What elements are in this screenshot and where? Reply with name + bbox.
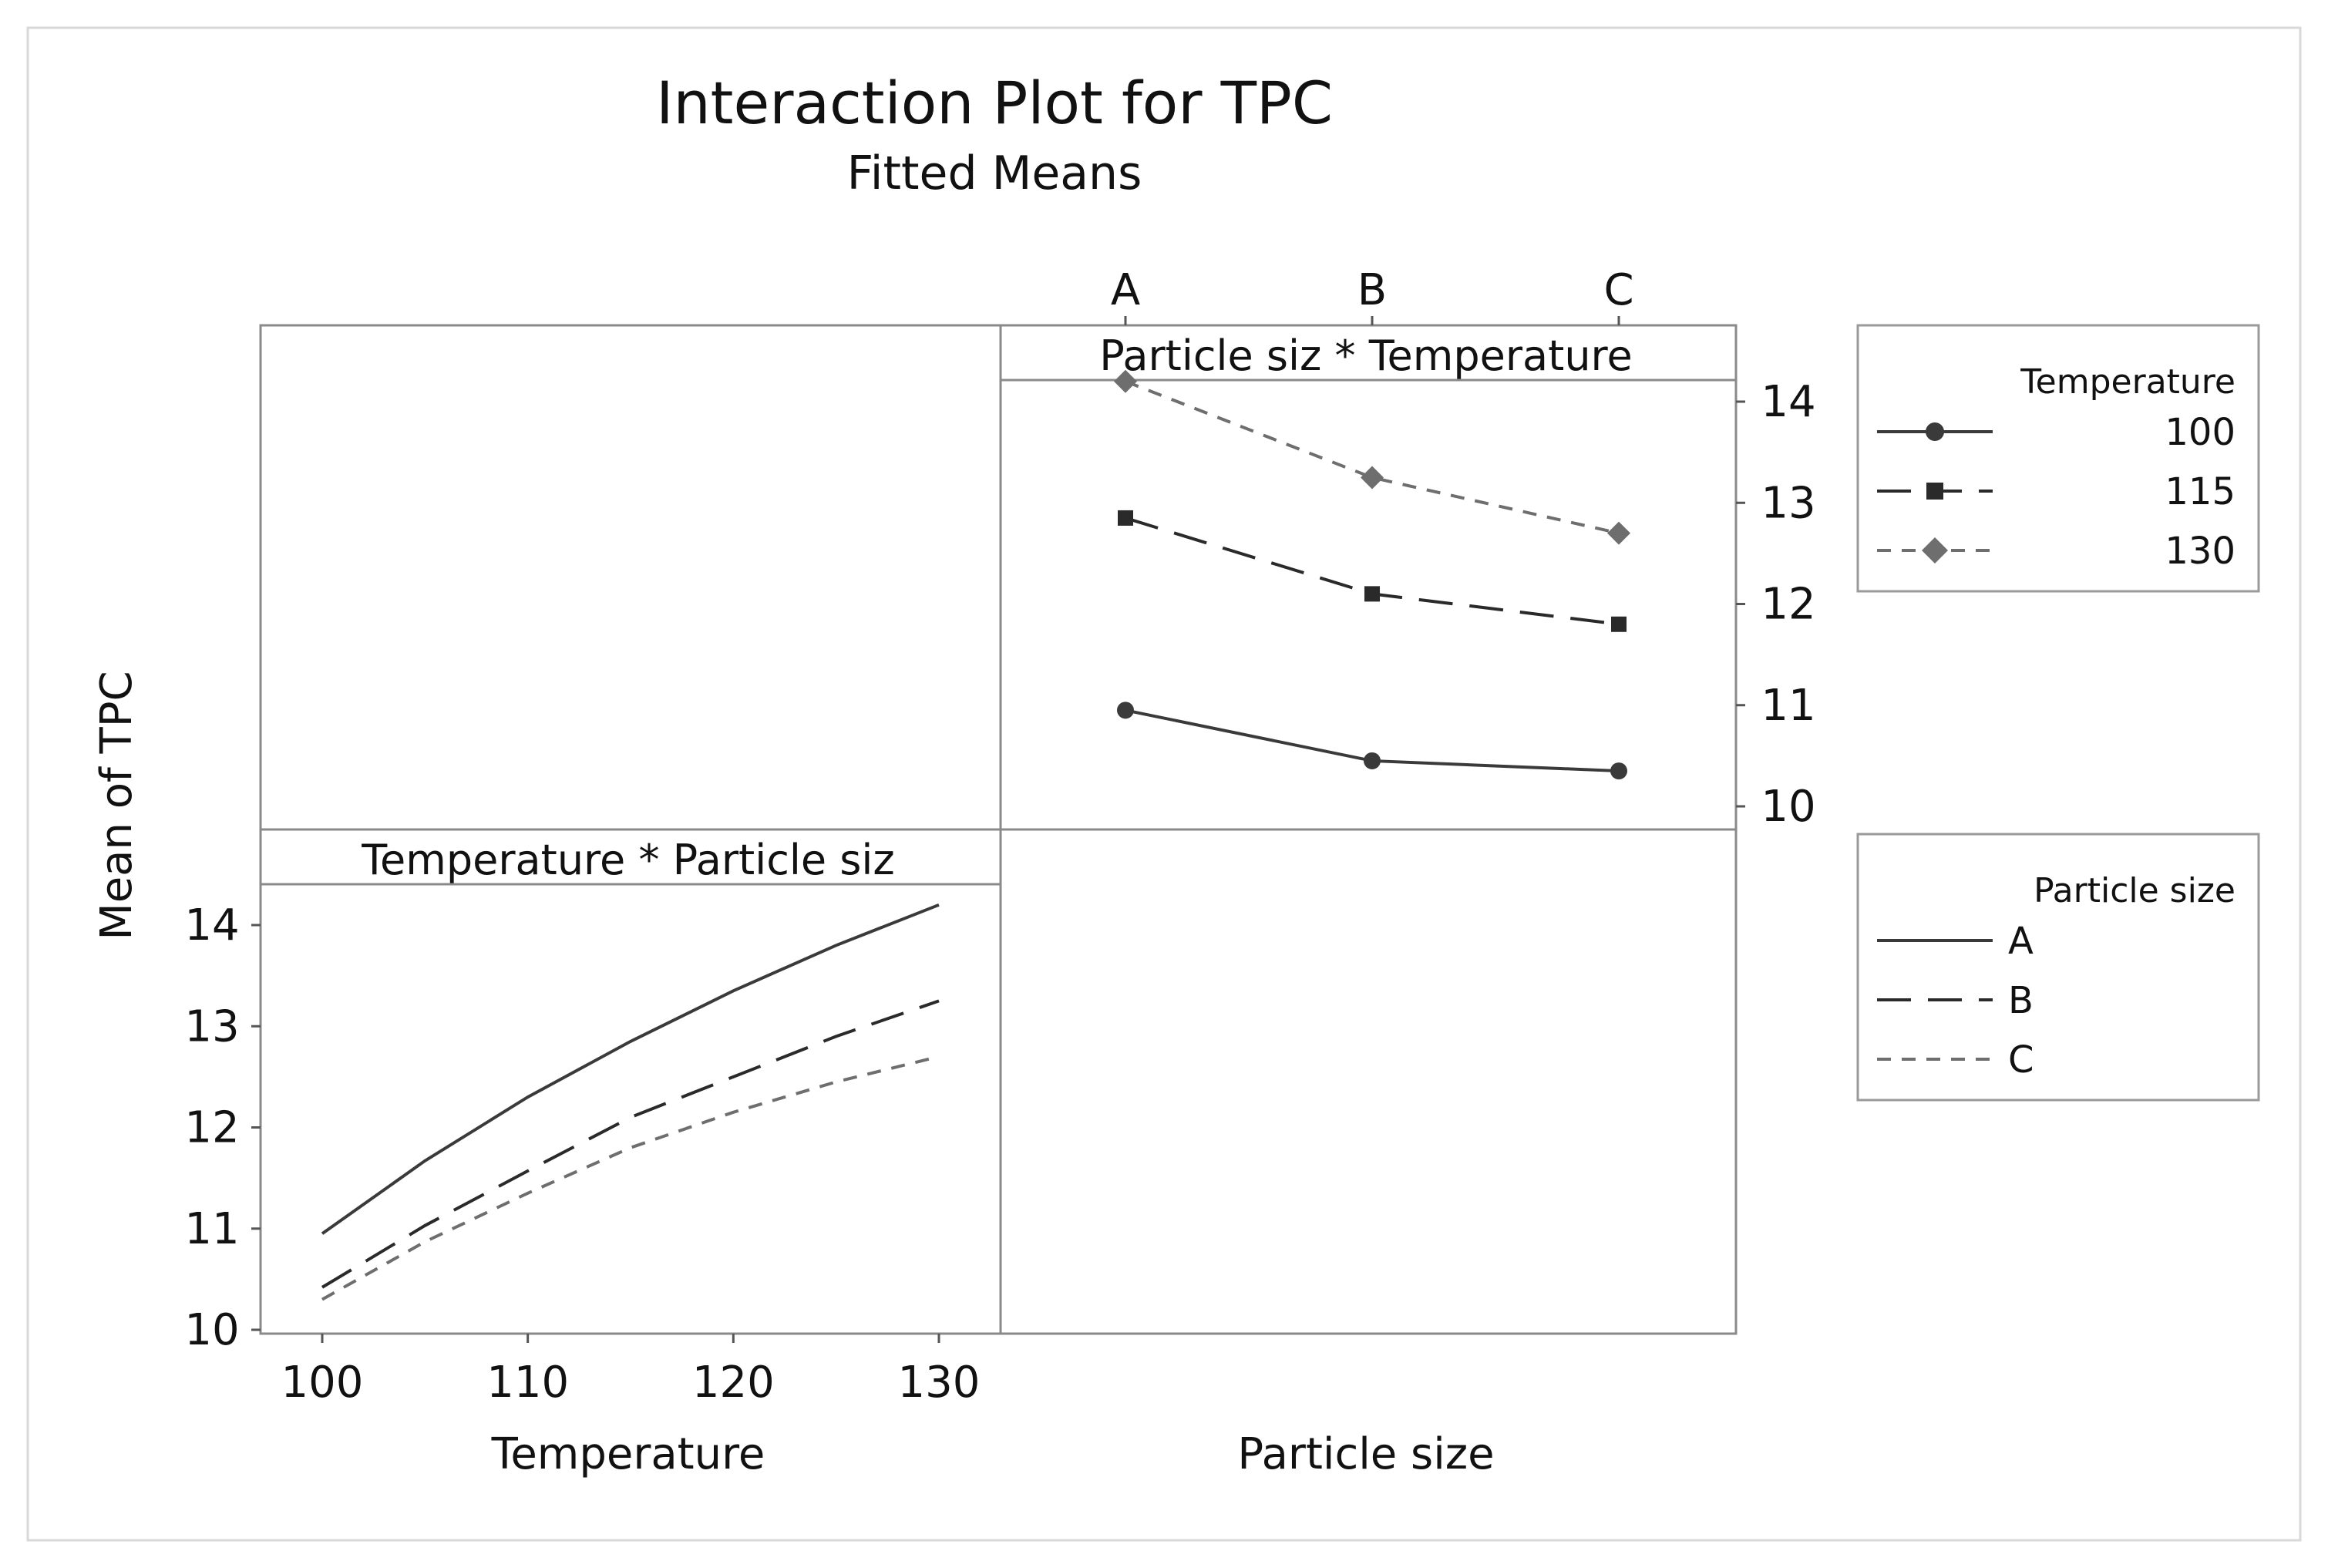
legend-label-temperature-100: 100 bbox=[2165, 411, 2235, 454]
legend-label-particle-size-c: C bbox=[2008, 1038, 2034, 1082]
point-temperature-115-a bbox=[1118, 510, 1133, 526]
point-temperature-115-b bbox=[1364, 586, 1380, 602]
x-tick-label-c: C bbox=[1603, 265, 1633, 315]
panel-title-temperature-by-particle: Temperature * Particle siz bbox=[361, 836, 895, 884]
legend-marker-temperature-130 bbox=[1922, 537, 1948, 564]
x-tick-label-temp-130: 130 bbox=[898, 1358, 981, 1408]
legend-marker-temperature-115 bbox=[1926, 483, 1943, 500]
y-tick-label-left-14: 14 bbox=[184, 900, 239, 951]
y-tick-label-left-10: 10 bbox=[184, 1305, 239, 1355]
y-tick-label-right-13: 13 bbox=[1761, 478, 1815, 528]
x-axis-label-temperature: Temperature bbox=[491, 1429, 765, 1479]
series-line-particle-c bbox=[321, 1055, 940, 1301]
panel-top-left-empty bbox=[259, 324, 1002, 831]
legend-label-particle-size-a: A bbox=[2008, 920, 2034, 963]
series-line-temperature-115 bbox=[1125, 516, 1620, 626]
y-tick-label-left-13: 13 bbox=[184, 1001, 239, 1052]
series-line-particle-b bbox=[321, 999, 940, 1289]
point-temperature-100-a bbox=[1117, 702, 1134, 719]
panel-title-particle-by-temperature: Particle siz * Temperature bbox=[1099, 331, 1633, 380]
y-tick-label-right-12: 12 bbox=[1761, 580, 1815, 630]
y-tick-label-left-12: 12 bbox=[184, 1103, 239, 1153]
legend-marker-temperature-100 bbox=[1926, 422, 1944, 441]
chart-subtitle: Fitted Means bbox=[847, 146, 1142, 200]
x-tick-label-b: B bbox=[1357, 265, 1387, 315]
point-temperature-130-b bbox=[1361, 466, 1384, 490]
legend-title-particle-size: Particle size bbox=[2034, 871, 2235, 910]
panel-bottom-right-empty bbox=[999, 828, 1738, 1335]
legend-label-particle-size-b: B bbox=[2008, 979, 2034, 1022]
series-line-temperature-130 bbox=[1125, 379, 1620, 535]
y-axis-label: Mean of TPC bbox=[92, 671, 142, 940]
legend-box-particle-size bbox=[1856, 833, 2260, 1102]
y-tick-label-right-10: 10 bbox=[1761, 782, 1815, 832]
point-temperature-115-c bbox=[1611, 616, 1627, 632]
x-tick-label-temp-110: 110 bbox=[486, 1358, 569, 1408]
point-temperature-130-c bbox=[1607, 521, 1630, 545]
legend-title-temperature: Temperature bbox=[2020, 362, 2235, 402]
chart-title: Interaction Plot for TPC bbox=[656, 69, 1333, 137]
y-tick-label-right-11: 11 bbox=[1761, 681, 1815, 731]
x-tick-label-a: A bbox=[1111, 265, 1140, 315]
figure-border bbox=[26, 26, 2302, 1542]
x-tick-label-temp-100: 100 bbox=[281, 1358, 364, 1408]
point-temperature-130-a bbox=[1114, 369, 1137, 393]
legend-box-temperature bbox=[1856, 324, 2260, 593]
legend-label-temperature-115: 115 bbox=[2165, 470, 2235, 513]
x-tick-label-temp-120: 120 bbox=[692, 1358, 775, 1408]
y-tick-label-right-14: 14 bbox=[1761, 377, 1815, 427]
y-tick-label-left-11: 11 bbox=[184, 1204, 239, 1254]
point-temperature-100-c bbox=[1610, 762, 1627, 780]
point-temperature-100-b bbox=[1364, 752, 1381, 769]
x-axis-label-particle-size: Particle size bbox=[1237, 1429, 1494, 1479]
series-line-particle-a bbox=[321, 903, 940, 1235]
legend-label-temperature-130: 130 bbox=[2165, 530, 2235, 573]
